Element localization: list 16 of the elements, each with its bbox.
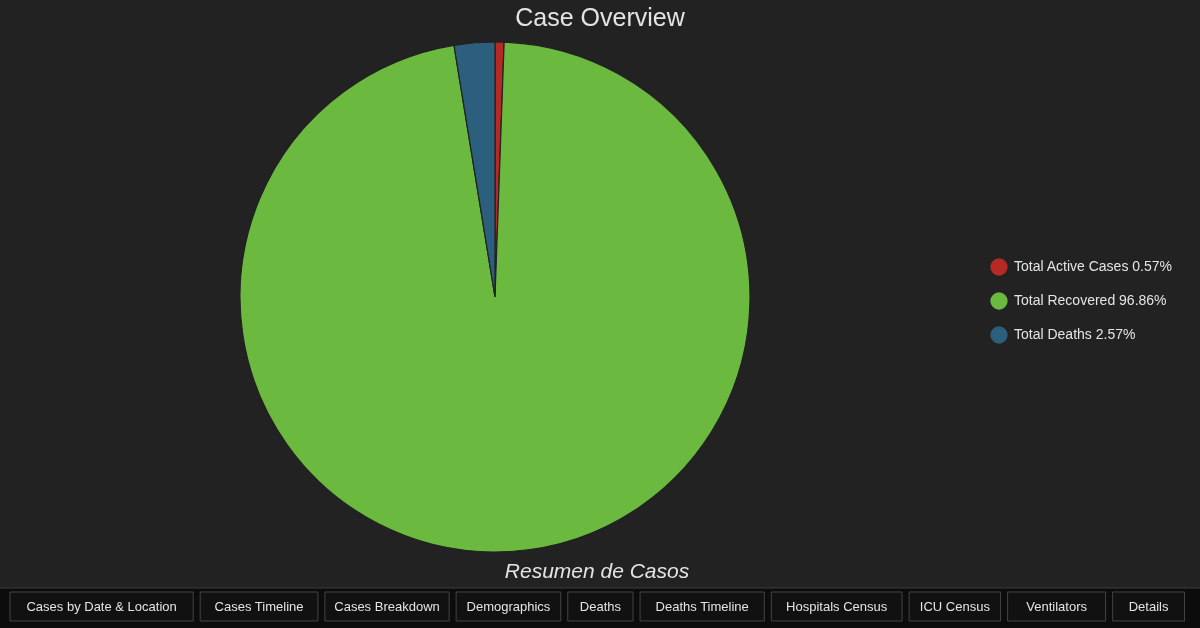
text: Resumen de Casos (504, 559, 690, 582)
text: Deaths Timeline (655, 598, 749, 614)
text: Cases by Date & Location (26, 598, 177, 614)
legend-label: Total Active Cases 0.57% (1014, 258, 1172, 274)
text: Cases Breakdown (334, 598, 440, 614)
legend-label: Total Recovered 96.86% (1014, 292, 1167, 308)
legend-label: Total Deaths 2.57% (1014, 326, 1136, 342)
text: ICU Census (919, 598, 991, 614)
text: Details (1128, 598, 1169, 614)
text: Demographics (466, 598, 551, 614)
text: Hospitals Census (786, 598, 888, 614)
pie-slice (239, 41, 751, 553)
chart-title: Case Overview (515, 2, 686, 31)
text: Cases Timeline (214, 598, 304, 614)
text: Ventilators (1026, 598, 1088, 614)
text: Deaths (579, 598, 622, 614)
